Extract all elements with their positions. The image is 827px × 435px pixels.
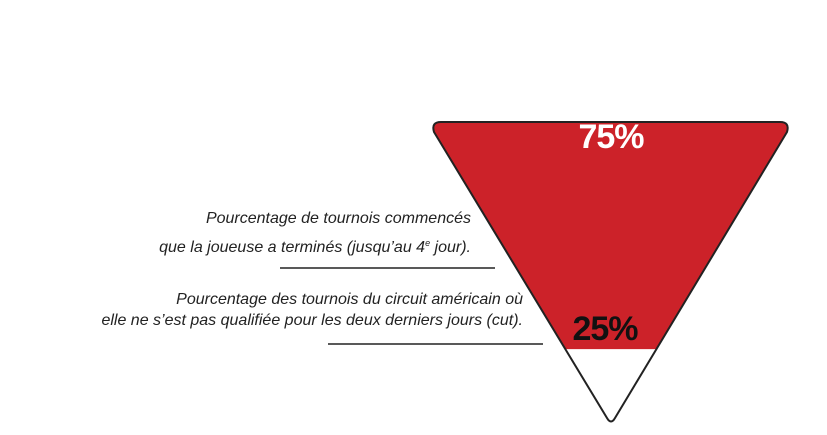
funnel-segment-cut (566, 349, 656, 422)
annotation-cut-line1: Pourcentage des tournois du circuit amér… (176, 291, 523, 308)
annotation-completed-line2: que la joueuse a terminés (jusqu’au 4e j… (159, 231, 471, 260)
annotation-completed-line1: Pourcentage de tournois commencés (205, 210, 471, 227)
funnel-segment-completed (433, 122, 788, 350)
annotation-completed: Pourcentage de tournois commencés que la… (159, 206, 471, 260)
annotation-completed-line2-text: que la joueuse a terminés (jusqu’au 4 (159, 239, 426, 256)
data-label-cut: 25% (572, 310, 638, 348)
annotation-cut-line2: elle ne s’est pas qualifiée pour les deu… (101, 312, 523, 329)
ordinal-superscript: e (425, 238, 431, 248)
data-label-completed: 75% (578, 118, 644, 156)
annotation-cut: Pourcentage des tournois du circuit amér… (101, 289, 523, 331)
funnel-outline (432, 121, 789, 423)
annotation-completed-line2-end: jour). (430, 239, 471, 256)
